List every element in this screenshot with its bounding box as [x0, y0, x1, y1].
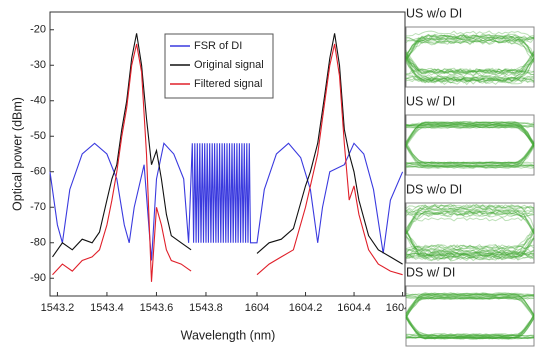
legend-label: Original signal — [194, 59, 264, 71]
y-tick-label: -30 — [30, 59, 46, 71]
y-tick-label: -80 — [30, 237, 46, 249]
y-tick-label: -70 — [30, 201, 46, 213]
x-tick-label: 1604 — [245, 302, 269, 314]
eye-label: US w/ DI — [406, 94, 455, 108]
x-tick-label: 1543.6 — [140, 302, 174, 314]
legend-label: Filtered signal — [194, 78, 262, 90]
eye-label: DS w/o DI — [406, 182, 462, 196]
legend: FSR of DI Original signal Filtered signal — [165, 34, 273, 98]
x-axis-label: Wavelength (nm) — [181, 328, 276, 342]
y-tick-label: -50 — [30, 130, 46, 142]
legend-label: FSR of DI — [194, 40, 242, 52]
y-axis-label: Optical power (dBm) — [10, 97, 24, 211]
eye-diagram — [406, 203, 534, 263]
y-tick-label: -60 — [30, 166, 46, 178]
eye-diagram — [406, 286, 534, 346]
y-tick-label: -40 — [30, 95, 46, 107]
figure: Optical power (dBm) Wavelength (nm) -20 -… — [0, 0, 537, 350]
x-tick-label: 1604.4 — [337, 302, 371, 314]
y-tick-label: -20 — [30, 24, 46, 36]
eye-label: US w/o DI — [406, 6, 462, 20]
x-tick-label: 1543.8 — [189, 302, 223, 314]
x-tick-label: 1604.2 — [289, 302, 323, 314]
eye-label: DS w/ DI — [406, 265, 455, 279]
eye-diagram — [406, 27, 534, 87]
x-tick-label: 1543.2 — [41, 302, 75, 314]
x-tick-label: 1543.4 — [90, 302, 124, 314]
eye-diagram — [406, 115, 534, 175]
y-tick-label: -90 — [30, 272, 46, 284]
